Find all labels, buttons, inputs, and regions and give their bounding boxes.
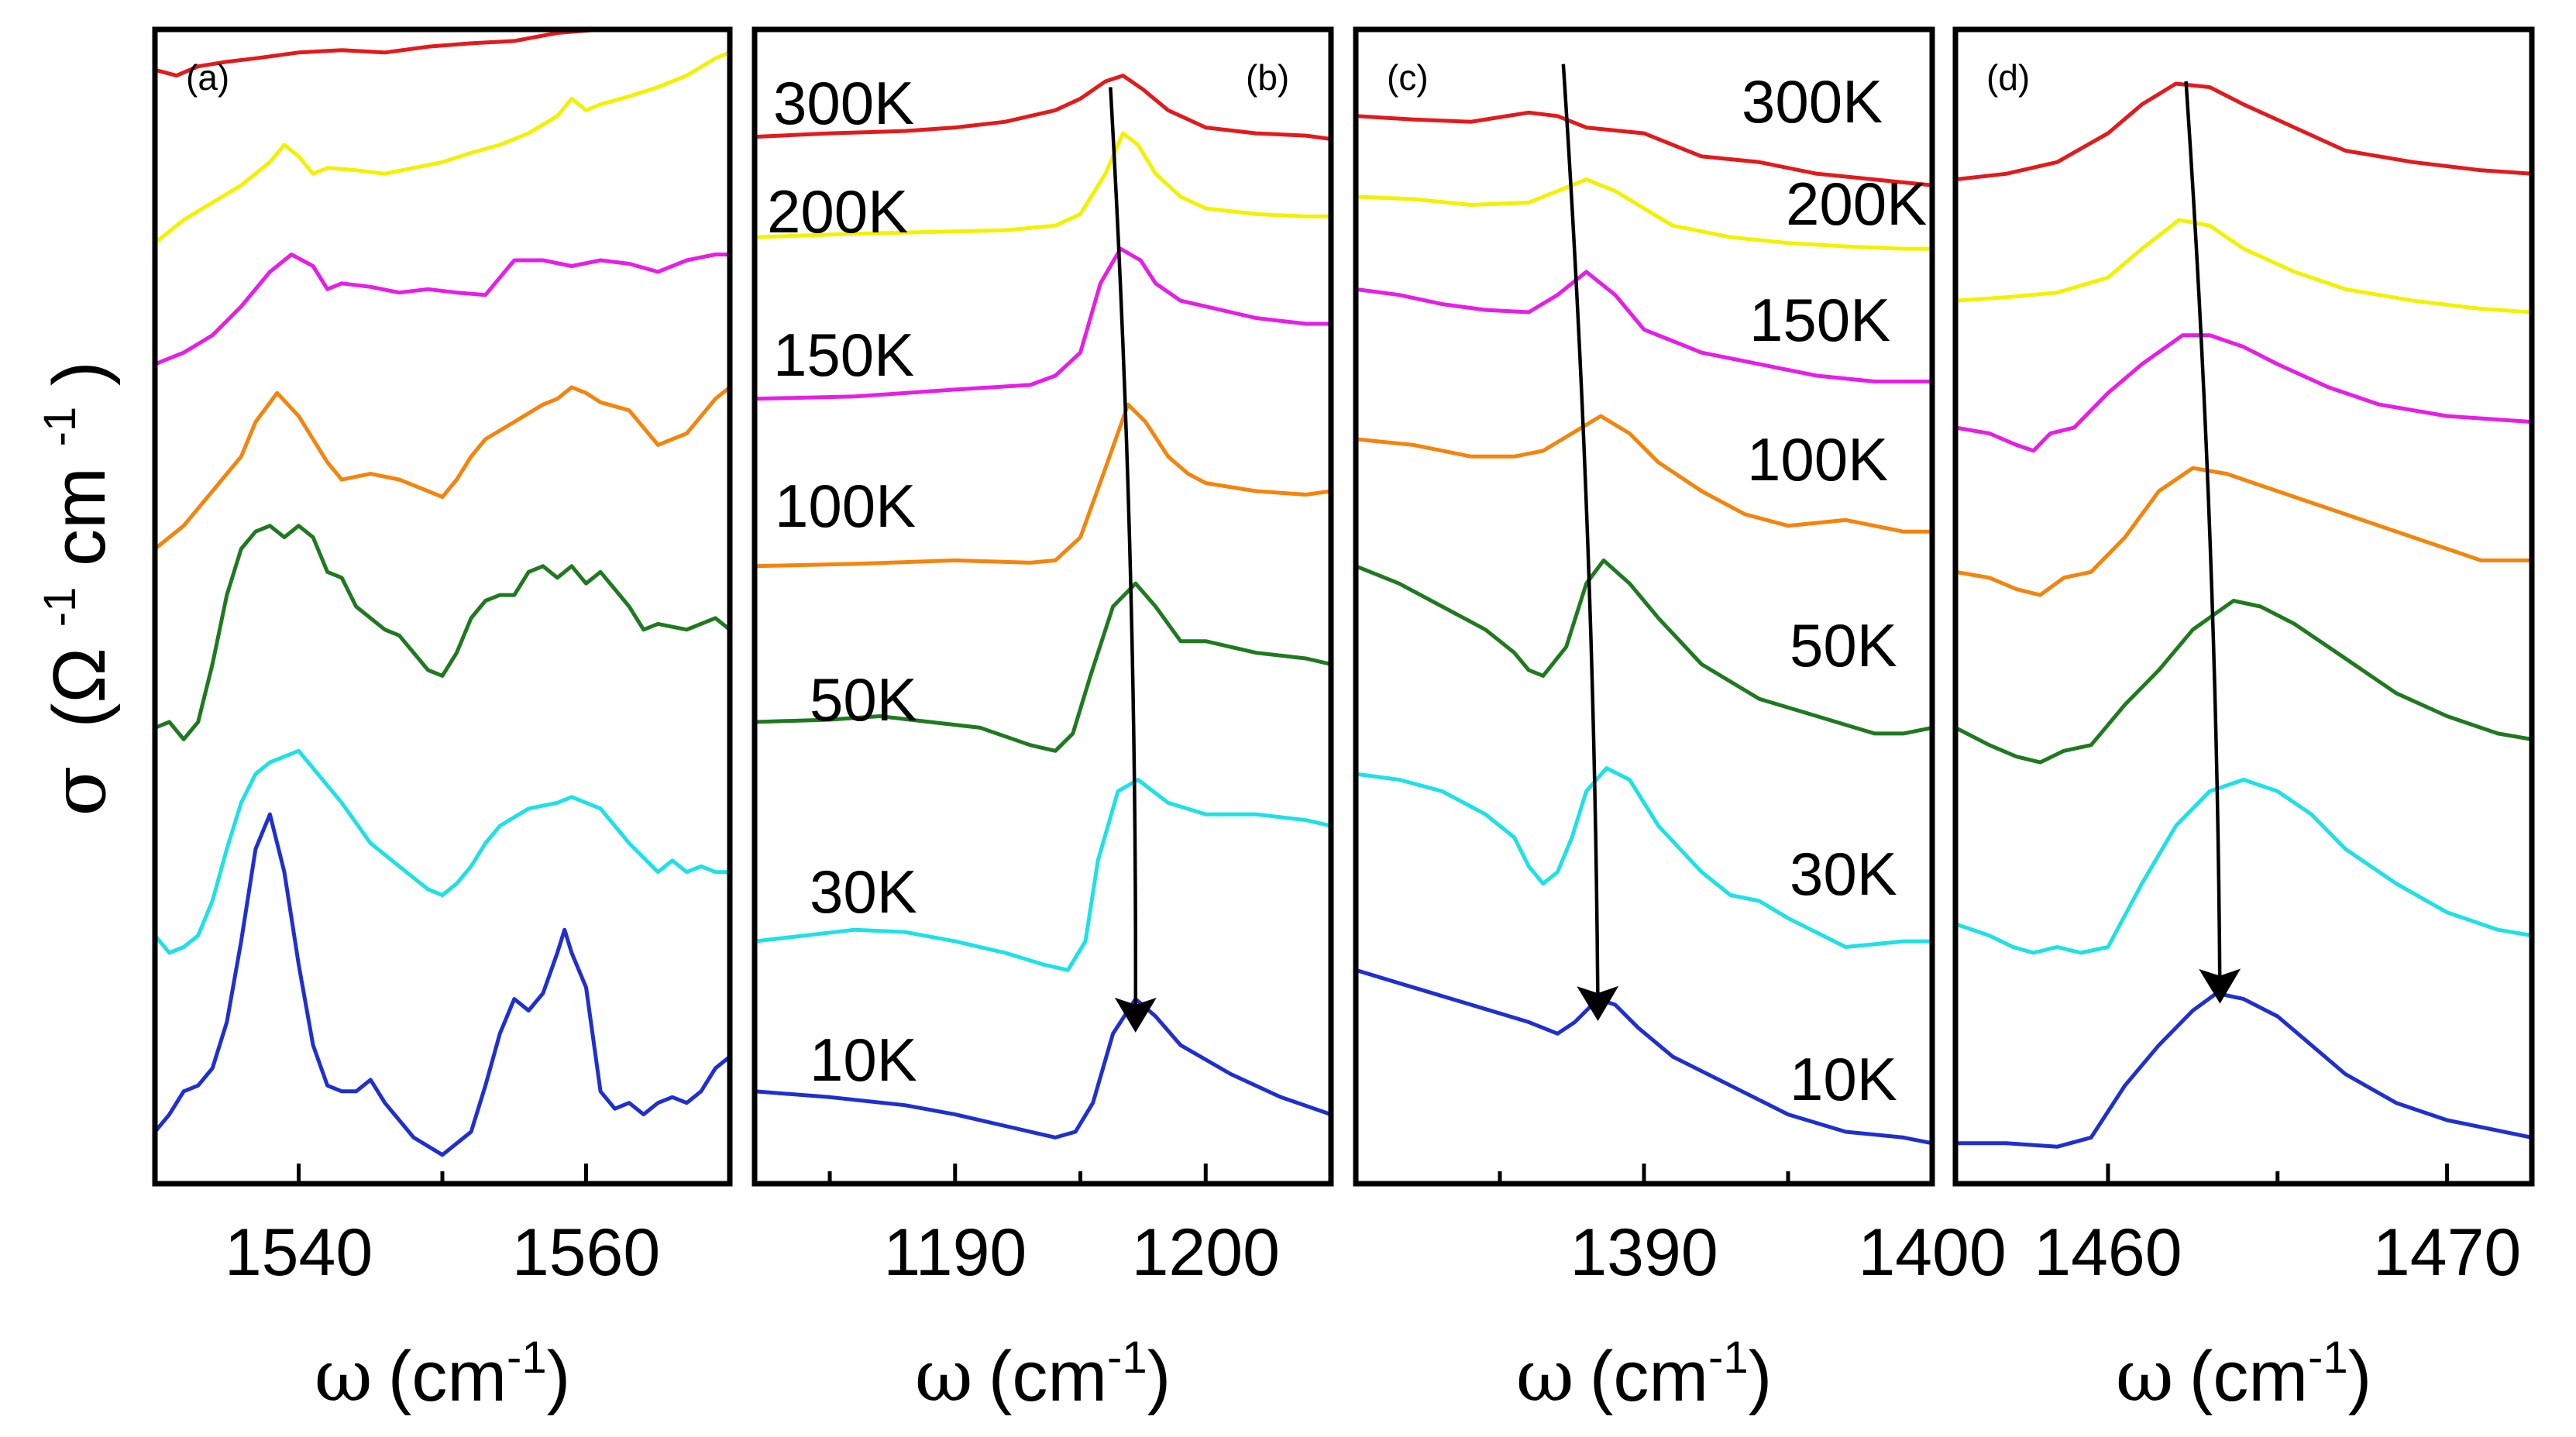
- y-axis-exp1: -1: [35, 587, 85, 627]
- y-axis-open: (Ω: [38, 648, 121, 728]
- series-line-10K: [1955, 991, 2532, 1149]
- panels-group: 1540 1560(a)ω (cm-1)1190 1200(b)ω (cm-1)300K…: [152, 26, 2535, 1418]
- tick-label: 1540: [225, 1215, 373, 1290]
- tick-label: 1190: [883, 1215, 1027, 1290]
- temp-label-100K: 100K: [1747, 425, 1888, 493]
- temp-label-30K: 30K: [810, 858, 917, 926]
- series-line-300K: [155, 29, 608, 78]
- y-axis-title: σ (Ω -1 cm -1 ): [9, 361, 122, 816]
- panel-frame: [1952, 26, 2535, 1187]
- panel-a: 1540 1560 (a) ω (cm-1): [152, 26, 733, 1418]
- x-axis-title: ω (cm-1): [2116, 1332, 2372, 1418]
- temp-label-10K: 10K: [810, 1026, 917, 1094]
- panel-label: (a): [186, 57, 229, 98]
- temp-label-200K: 200K: [1786, 170, 1927, 238]
- series-line-200K: [155, 50, 730, 246]
- x-axis-omega: ω: [2116, 1335, 2174, 1418]
- x-axis-close: ): [2348, 1337, 2372, 1416]
- panel-label: (c): [1387, 57, 1429, 98]
- tick-label: 1400: [1858, 1215, 2006, 1290]
- x-axis-close: ): [1749, 1337, 1773, 1416]
- panel-frame: [751, 26, 1334, 1187]
- panel-c: 1390 1400 (c) ω (cm-1) 300K 200K 150K 100K 50K 30K…: [1353, 26, 2007, 1418]
- panel-b: 1190 1200 (b) ω (cm-1) 300K 200K 150K 100K 50K 30K…: [751, 26, 1334, 1418]
- series-line-50K: [755, 581, 1331, 753]
- x-axis-title: ω (cm-1): [1516, 1332, 1773, 1418]
- temp-label-150K: 150K: [773, 321, 914, 389]
- temp-label-200K: 200K: [767, 177, 908, 246]
- x-axis-omega: ω: [915, 1335, 973, 1418]
- series-line-10K: [755, 997, 1331, 1140]
- series-line-50K: [1955, 599, 2532, 765]
- svg-text:σ (Ω -1: σ (Ω -1 cm -1 ): [9, 361, 122, 816]
- trend-arrow: [1561, 64, 1619, 1021]
- x-axis-close: ): [547, 1337, 571, 1416]
- x-axis-omega: ω: [315, 1335, 373, 1418]
- series-line-30K: [155, 748, 730, 955]
- series-line-200K: [1955, 218, 2532, 315]
- panel-label: (b): [1246, 57, 1289, 98]
- x-axis-exp: -1: [1708, 1332, 1749, 1383]
- series-line-100K: [1356, 414, 1932, 534]
- trend-arrow: [1109, 87, 1157, 1033]
- x-axis-exp: -1: [2308, 1332, 2348, 1383]
- temp-label-100K: 100K: [775, 472, 916, 540]
- trend-arrow: [2184, 81, 2241, 1004]
- series-line-200K: [755, 131, 1331, 239]
- temp-label-150K: 150K: [1749, 286, 1890, 354]
- series-line-150K: [155, 253, 730, 366]
- tick-label: 1200: [1132, 1215, 1280, 1290]
- temp-label-30K: 30K: [1790, 840, 1897, 908]
- y-axis-sigma: σ: [36, 765, 122, 816]
- series-line-100K: [155, 385, 730, 551]
- x-axis-exp: -1: [507, 1332, 547, 1383]
- series-group: [1955, 81, 2532, 1149]
- temp-label-50K: 50K: [810, 665, 917, 734]
- temp-label-300K: 300K: [1742, 67, 1883, 136]
- panel-frame: [152, 26, 733, 1187]
- tick-label: 1560: [512, 1215, 660, 1290]
- x-axis-title: ω (cm-1): [915, 1332, 1171, 1418]
- x-axis-close: ): [1147, 1337, 1171, 1416]
- x-axis-open: (cm: [2189, 1337, 2308, 1416]
- panel-d: 1460 1470 (d) ω (cm-1): [1952, 26, 2535, 1418]
- series-line-300K: [1356, 110, 1932, 187]
- x-axis-open: (cm: [388, 1337, 507, 1416]
- y-axis-cm: cm: [38, 467, 121, 566]
- x-axis-open: (cm: [989, 1337, 1107, 1416]
- series-line-10K: [155, 812, 730, 1157]
- y-axis-exp2: -1: [35, 407, 85, 447]
- x-axis-omega: ω: [1516, 1335, 1574, 1418]
- series-line-100K: [1955, 466, 2532, 597]
- series-line-200K: [1356, 177, 1932, 251]
- x-axis-open: (cm: [1590, 1337, 1708, 1416]
- x-axis-title: ω (cm-1): [315, 1332, 571, 1418]
- series-line-50K: [155, 524, 730, 741]
- temp-label-10K: 10K: [1790, 1045, 1897, 1113]
- temp-label-50K: 50K: [1790, 611, 1897, 679]
- series-line-30K: [755, 778, 1331, 972]
- tick-label: 1460: [2034, 1215, 2182, 1290]
- panel-label: (d): [1986, 57, 2030, 98]
- series-group: [155, 29, 730, 1157]
- series-line-30K: [1955, 778, 2532, 955]
- series-line-300K: [1955, 81, 2532, 182]
- tick-label: 1470: [2373, 1215, 2521, 1290]
- series-line-300K: [755, 74, 1331, 141]
- series-line-150K: [1356, 270, 1932, 383]
- series-line-150K: [1955, 333, 2532, 453]
- temp-label-300K: 300K: [773, 69, 914, 137]
- y-axis-close: ): [38, 361, 121, 386]
- series-line-30K: [1356, 766, 1932, 949]
- series-line-100K: [755, 402, 1331, 569]
- x-axis-exp: -1: [1107, 1332, 1147, 1383]
- tick-label: 1390: [1570, 1215, 1718, 1290]
- series-line-50K: [1356, 558, 1932, 736]
